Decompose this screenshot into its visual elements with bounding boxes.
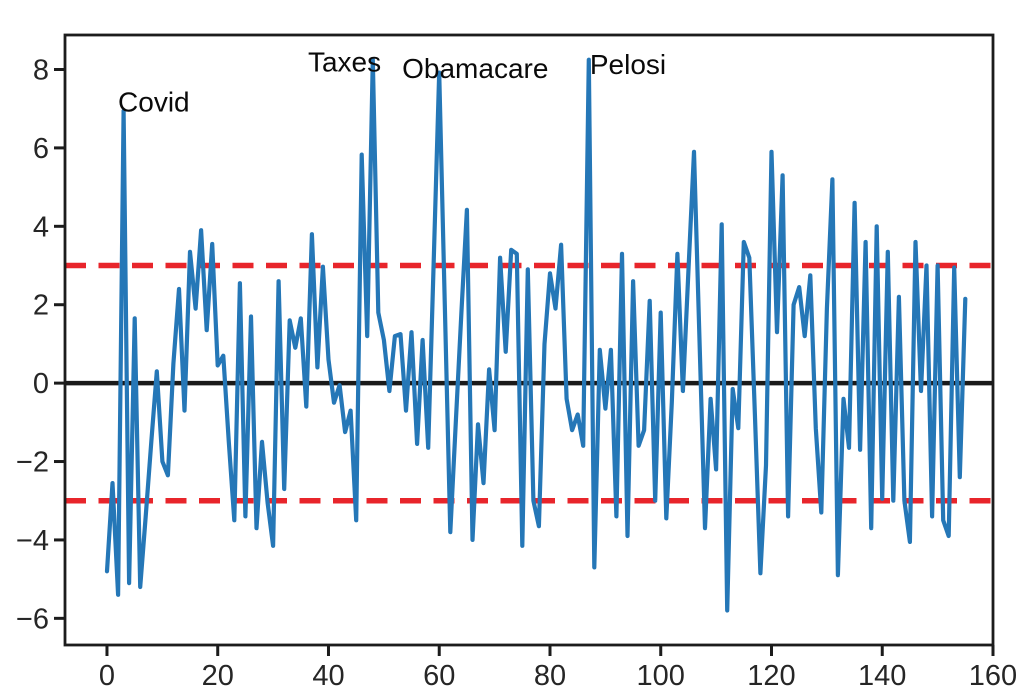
annotation-pelosi: Pelosi bbox=[590, 49, 666, 80]
y-tick-label: 0 bbox=[33, 368, 49, 400]
data-series-residuals bbox=[104, 57, 968, 613]
x-tick-label: 120 bbox=[747, 660, 795, 692]
plot-border bbox=[63, 33, 995, 647]
y-tick-label: 6 bbox=[33, 133, 49, 165]
annotation-covid: Covid bbox=[118, 86, 190, 117]
x-tick-label: 40 bbox=[312, 660, 344, 692]
y-tick-label: 4 bbox=[33, 211, 49, 243]
annotation-obamacare: Obamacare bbox=[402, 53, 548, 84]
x-tick-label: 0 bbox=[99, 660, 115, 692]
x-tick-label: 140 bbox=[858, 660, 906, 692]
y-tick-label: −6 bbox=[16, 603, 49, 635]
x-tick-label: 20 bbox=[202, 660, 234, 692]
y-tick-label: −2 bbox=[16, 447, 49, 479]
x-tick-label: 160 bbox=[969, 660, 1017, 692]
x-tick-label: 100 bbox=[637, 660, 685, 692]
y-tick-label: 2 bbox=[33, 290, 49, 322]
x-tick-label: 60 bbox=[423, 660, 455, 692]
y-tick-label: −4 bbox=[16, 525, 49, 557]
annotation-taxes: Taxes bbox=[308, 47, 381, 78]
y-tick-label: 8 bbox=[33, 54, 49, 86]
x-tick-label: 80 bbox=[534, 660, 566, 692]
